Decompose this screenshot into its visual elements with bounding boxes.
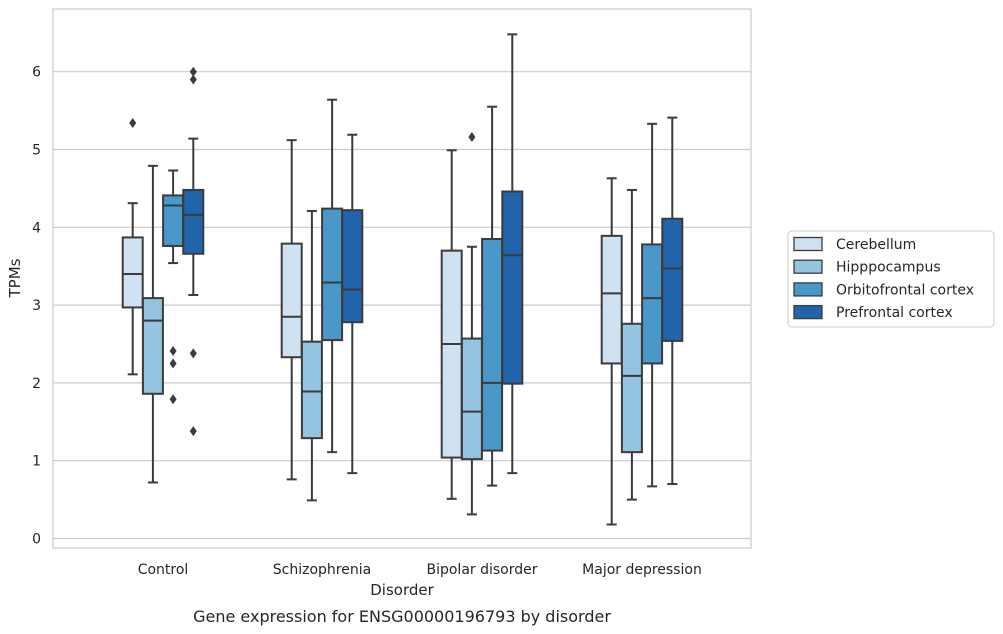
box-iqr [481, 237, 504, 452]
box-group [341, 133, 364, 475]
box-iqr [182, 188, 205, 255]
legend-swatch [793, 282, 823, 297]
box-group [300, 209, 323, 502]
x-tick-label: Bipolar disorder [426, 562, 537, 578]
box-iqr [280, 242, 303, 359]
x-tick-labels: Control Schizophrenia Bipolar disorder Majo… [138, 562, 702, 578]
x-tick-label: Schizophrenia [273, 562, 371, 578]
legend-swatch [793, 259, 823, 274]
y-tick-label: 5 [32, 143, 41, 159]
box-group [141, 164, 164, 484]
box-iqr [321, 207, 344, 342]
box-group [280, 139, 303, 481]
legend-label: Cerebellum [836, 237, 916, 253]
box-group [620, 188, 643, 501]
box-iqr [661, 217, 684, 342]
legend-label: Hipppocampus [836, 260, 941, 276]
boxes-layer [121, 33, 684, 526]
box-iqr [341, 209, 364, 324]
box-iqr [440, 249, 463, 459]
box-iqr [162, 194, 185, 247]
chart-caption: Gene expression for ENSG00000196793 by d… [193, 607, 611, 626]
legend-swatch [793, 236, 823, 252]
legend-swatch [793, 304, 823, 320]
box-iqr [501, 190, 524, 385]
legend: Cerebellum Hipppocampus Orbitofrontal cort… [787, 230, 995, 328]
outlier-point [129, 118, 137, 129]
legend-frame [787, 230, 995, 328]
y-tick-label: 0 [32, 532, 41, 548]
box-iqr [141, 297, 164, 395]
outlier-point [189, 66, 197, 77]
box-group [162, 169, 185, 405]
box-iqr [641, 243, 664, 365]
y-tick-label: 2 [32, 376, 41, 392]
box-iqr [121, 236, 144, 309]
y-tick-label: 1 [32, 454, 41, 470]
y-tick-label: 4 [32, 220, 41, 236]
box-group [182, 66, 205, 437]
box-group [501, 33, 524, 475]
x-tick-label: Major depression [582, 562, 702, 578]
outlier-point [169, 394, 177, 405]
box-iqr [460, 337, 483, 461]
legend-label: Orbitofrontal cortex [836, 282, 974, 298]
plot-background [53, 9, 751, 548]
box-group [481, 105, 504, 487]
outlier-point [189, 426, 197, 437]
outlier-point [189, 348, 197, 359]
legend-label: Prefrontal cortex [836, 305, 953, 321]
y-tick-label: 3 [32, 298, 41, 314]
y-gridlines [53, 71, 751, 540]
x-axis-label: Disorder [370, 581, 434, 599]
y-tick-label: 6 [32, 65, 41, 81]
outlier-point [169, 346, 177, 357]
box-iqr [620, 322, 643, 454]
box-iqr [600, 234, 623, 365]
x-tick-label: Control [138, 562, 189, 578]
box-group [121, 118, 144, 376]
plot-frame [52, 8, 752, 549]
y-tick-labels: 0 1 2 3 4 5 6 [32, 65, 41, 548]
box-group [600, 177, 623, 526]
box-group [321, 98, 344, 454]
box-iqr [300, 340, 323, 440]
outlier-point [169, 358, 177, 369]
outlier-point [468, 132, 476, 143]
y-axis-label: TPMs [6, 258, 24, 298]
box-group [460, 132, 483, 516]
box-group [661, 116, 684, 486]
outlier-point [189, 74, 197, 85]
